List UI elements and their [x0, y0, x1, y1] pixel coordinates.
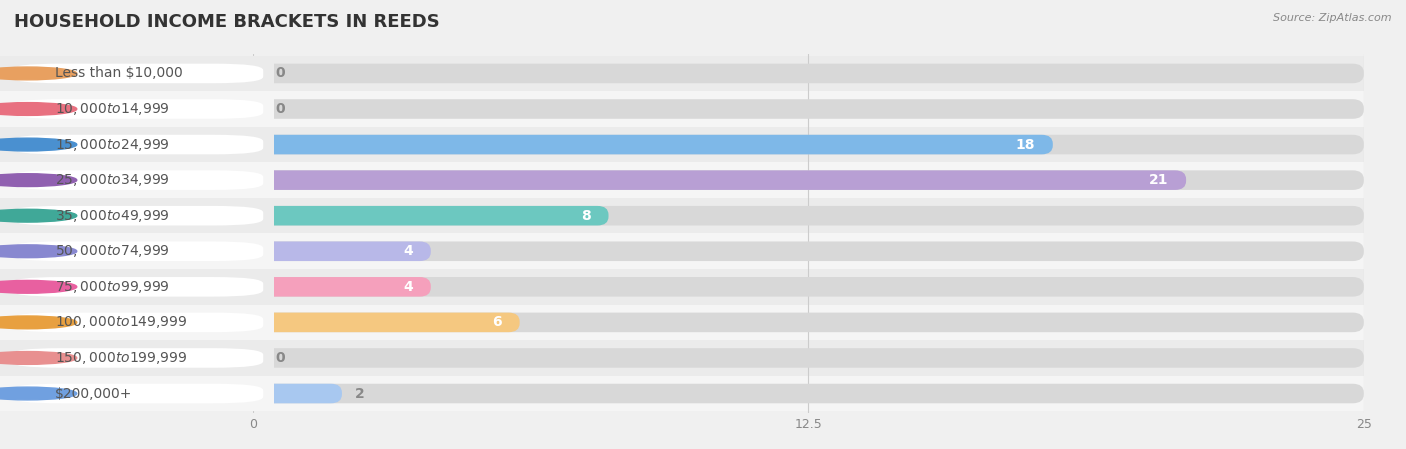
FancyBboxPatch shape: [0, 233, 274, 269]
FancyBboxPatch shape: [253, 170, 1364, 190]
Text: 4: 4: [404, 280, 413, 294]
FancyBboxPatch shape: [253, 170, 1187, 190]
Bar: [0, 233, 1406, 269]
Text: $15,000 to $24,999: $15,000 to $24,999: [55, 136, 170, 153]
Circle shape: [0, 103, 77, 115]
FancyBboxPatch shape: [253, 206, 609, 225]
Circle shape: [0, 209, 77, 222]
FancyBboxPatch shape: [0, 56, 274, 91]
Text: Less than $10,000: Less than $10,000: [55, 66, 183, 80]
Circle shape: [0, 316, 77, 329]
Text: 2: 2: [356, 387, 366, 401]
FancyBboxPatch shape: [11, 242, 263, 261]
Text: 21: 21: [1149, 173, 1168, 187]
Bar: [0, 91, 1406, 127]
Bar: [0, 269, 1406, 304]
FancyBboxPatch shape: [11, 64, 263, 83]
Text: Source: ZipAtlas.com: Source: ZipAtlas.com: [1274, 13, 1392, 23]
Bar: [0, 198, 1406, 233]
Text: 4: 4: [404, 244, 413, 258]
FancyBboxPatch shape: [0, 91, 274, 127]
Text: $35,000 to $49,999: $35,000 to $49,999: [55, 208, 170, 224]
FancyBboxPatch shape: [0, 304, 274, 340]
FancyBboxPatch shape: [253, 348, 1364, 368]
FancyBboxPatch shape: [253, 64, 1364, 83]
Text: 0: 0: [276, 351, 285, 365]
Text: $200,000+: $200,000+: [55, 387, 132, 401]
FancyBboxPatch shape: [11, 348, 263, 368]
FancyBboxPatch shape: [11, 170, 263, 190]
Circle shape: [0, 387, 77, 400]
FancyBboxPatch shape: [0, 376, 274, 411]
FancyBboxPatch shape: [253, 384, 342, 403]
Circle shape: [0, 174, 77, 186]
FancyBboxPatch shape: [11, 99, 263, 119]
FancyBboxPatch shape: [253, 135, 1053, 154]
Text: 0: 0: [276, 66, 285, 80]
FancyBboxPatch shape: [253, 277, 1364, 297]
FancyBboxPatch shape: [0, 198, 274, 233]
Bar: [0, 376, 1406, 411]
FancyBboxPatch shape: [11, 206, 263, 225]
Circle shape: [0, 352, 77, 364]
Text: $100,000 to $149,999: $100,000 to $149,999: [55, 314, 187, 330]
FancyBboxPatch shape: [253, 135, 1364, 154]
Bar: [0, 304, 1406, 340]
Circle shape: [0, 67, 77, 80]
Text: 6: 6: [492, 315, 502, 330]
Text: 0: 0: [276, 102, 285, 116]
FancyBboxPatch shape: [253, 313, 1364, 332]
Circle shape: [0, 245, 77, 258]
FancyBboxPatch shape: [253, 242, 430, 261]
Text: $75,000 to $99,999: $75,000 to $99,999: [55, 279, 170, 295]
FancyBboxPatch shape: [11, 277, 263, 297]
FancyBboxPatch shape: [253, 277, 430, 297]
FancyBboxPatch shape: [253, 242, 1364, 261]
FancyBboxPatch shape: [253, 206, 1364, 225]
FancyBboxPatch shape: [11, 135, 263, 154]
Bar: [0, 56, 1406, 91]
Text: $25,000 to $34,999: $25,000 to $34,999: [55, 172, 170, 188]
Circle shape: [0, 281, 77, 293]
FancyBboxPatch shape: [253, 313, 520, 332]
Bar: [0, 163, 1406, 198]
Bar: [0, 340, 1406, 376]
Text: $150,000 to $199,999: $150,000 to $199,999: [55, 350, 187, 366]
Text: HOUSEHOLD INCOME BRACKETS IN REEDS: HOUSEHOLD INCOME BRACKETS IN REEDS: [14, 13, 440, 31]
FancyBboxPatch shape: [0, 127, 274, 163]
Text: $50,000 to $74,999: $50,000 to $74,999: [55, 243, 170, 259]
FancyBboxPatch shape: [11, 313, 263, 332]
FancyBboxPatch shape: [253, 99, 1364, 119]
Text: 8: 8: [581, 209, 591, 223]
FancyBboxPatch shape: [0, 340, 274, 376]
Bar: [0, 127, 1406, 163]
FancyBboxPatch shape: [0, 163, 274, 198]
FancyBboxPatch shape: [253, 384, 1364, 403]
Circle shape: [0, 138, 77, 151]
FancyBboxPatch shape: [11, 384, 263, 403]
Text: 18: 18: [1015, 137, 1035, 152]
Text: $10,000 to $14,999: $10,000 to $14,999: [55, 101, 170, 117]
FancyBboxPatch shape: [0, 269, 274, 304]
